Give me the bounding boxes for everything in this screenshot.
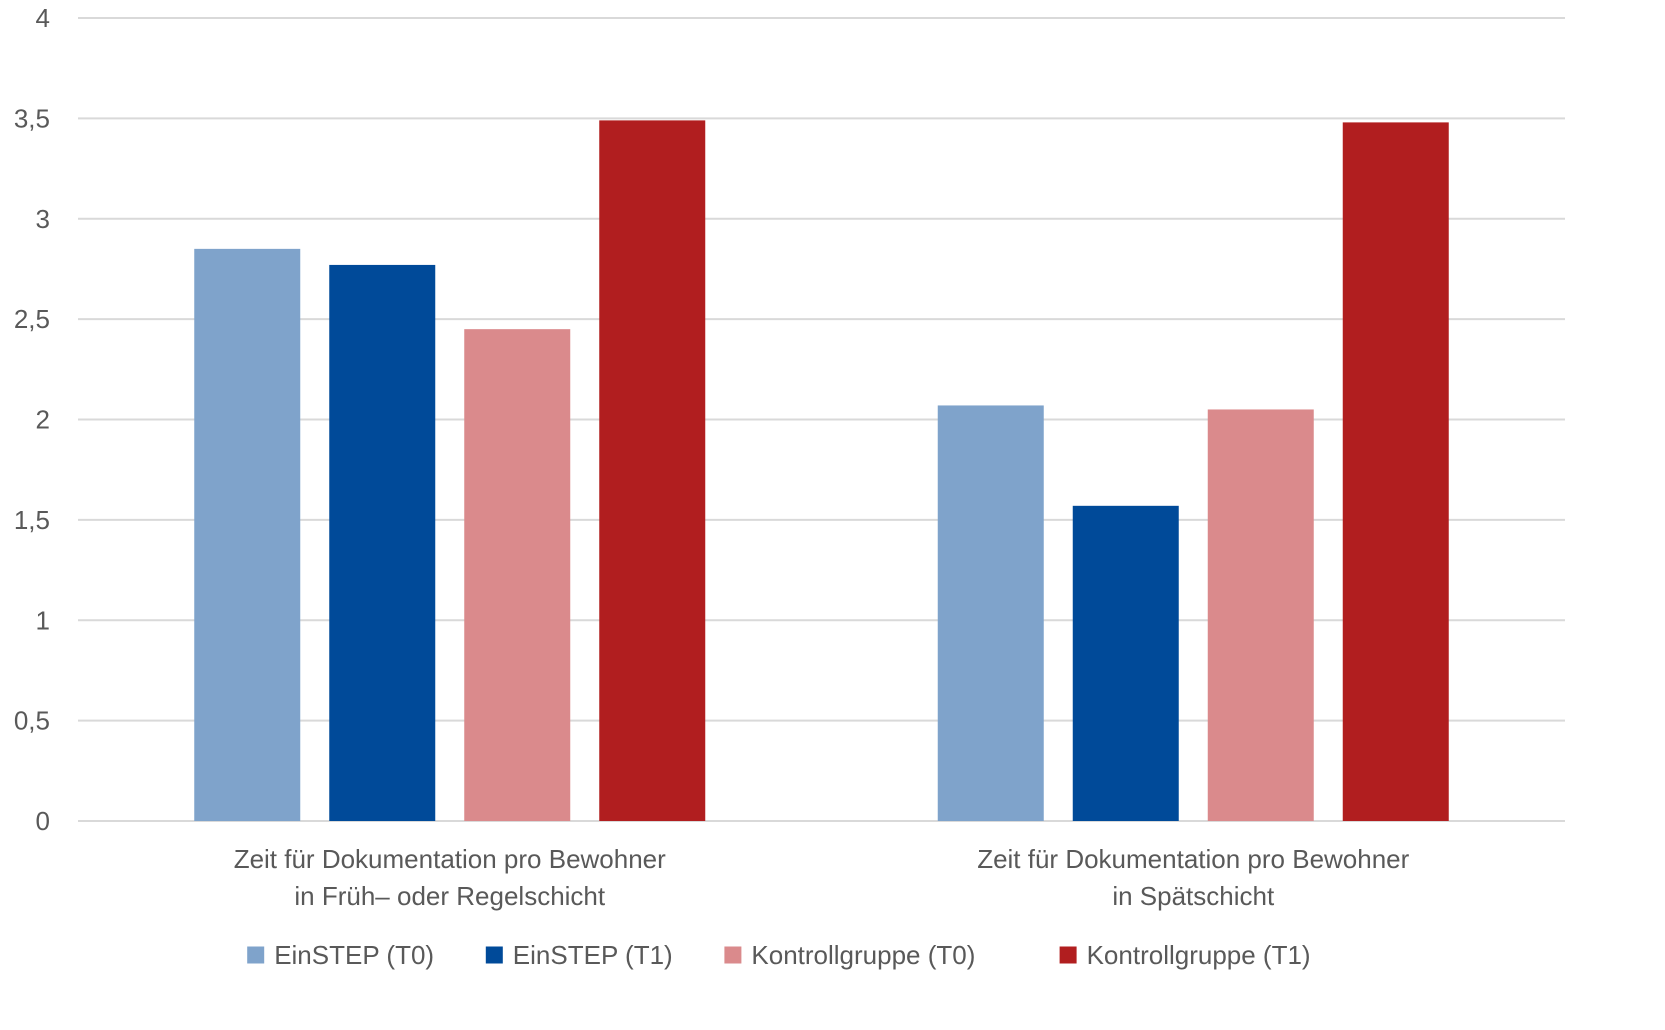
legend-label: EinSTEP (T0) — [274, 940, 434, 970]
legend-label: Kontrollgruppe (T0) — [751, 940, 975, 970]
x-category-label: in Früh– oder Regelschicht — [294, 881, 605, 911]
legend-label: Kontrollgruppe (T1) — [1087, 940, 1311, 970]
y-tick-label: 4 — [36, 3, 50, 33]
legend-swatch — [1059, 946, 1077, 964]
x-category-label: Zeit für Dokumentation pro Bewohner — [234, 844, 666, 874]
y-tick-label: 2 — [36, 405, 50, 435]
x-category-label: Zeit für Dokumentation pro Bewohner — [977, 844, 1409, 874]
y-tick-label: 1,5 — [14, 505, 50, 535]
y-tick-label: 1 — [36, 605, 50, 635]
y-tick-label: 0 — [36, 806, 50, 836]
bar — [194, 248, 301, 822]
y-tick-label: 3 — [36, 204, 50, 234]
y-tick-label: 0,5 — [14, 706, 50, 736]
legend-swatch — [724, 946, 742, 964]
bar — [599, 120, 706, 821]
bar — [1072, 505, 1179, 821]
y-tick-label: 2,5 — [14, 304, 50, 334]
bar — [1207, 409, 1314, 821]
gridlines — [78, 17, 1565, 822]
legend: EinSTEP (T0) EinSTEP (T1) Kontrollgruppe (… — [247, 940, 1311, 970]
bar — [464, 329, 571, 821]
bar — [329, 264, 436, 821]
bar — [1342, 122, 1449, 821]
bars — [194, 120, 1449, 822]
y-axis-ticks: 0 0,5 1 1,5 2 2,5 3 3,5 4 — [14, 3, 50, 836]
x-axis-labels: Zeit für Dokumentation pro Bewohner in Fr… — [234, 844, 1410, 911]
x-category-label: in Spätschicht — [1112, 881, 1275, 911]
legend-swatch — [485, 946, 503, 964]
y-tick-label: 3,5 — [14, 103, 50, 133]
legend-label: EinSTEP (T1) — [513, 940, 673, 970]
legend-swatch — [247, 946, 265, 964]
bar — [937, 405, 1044, 821]
